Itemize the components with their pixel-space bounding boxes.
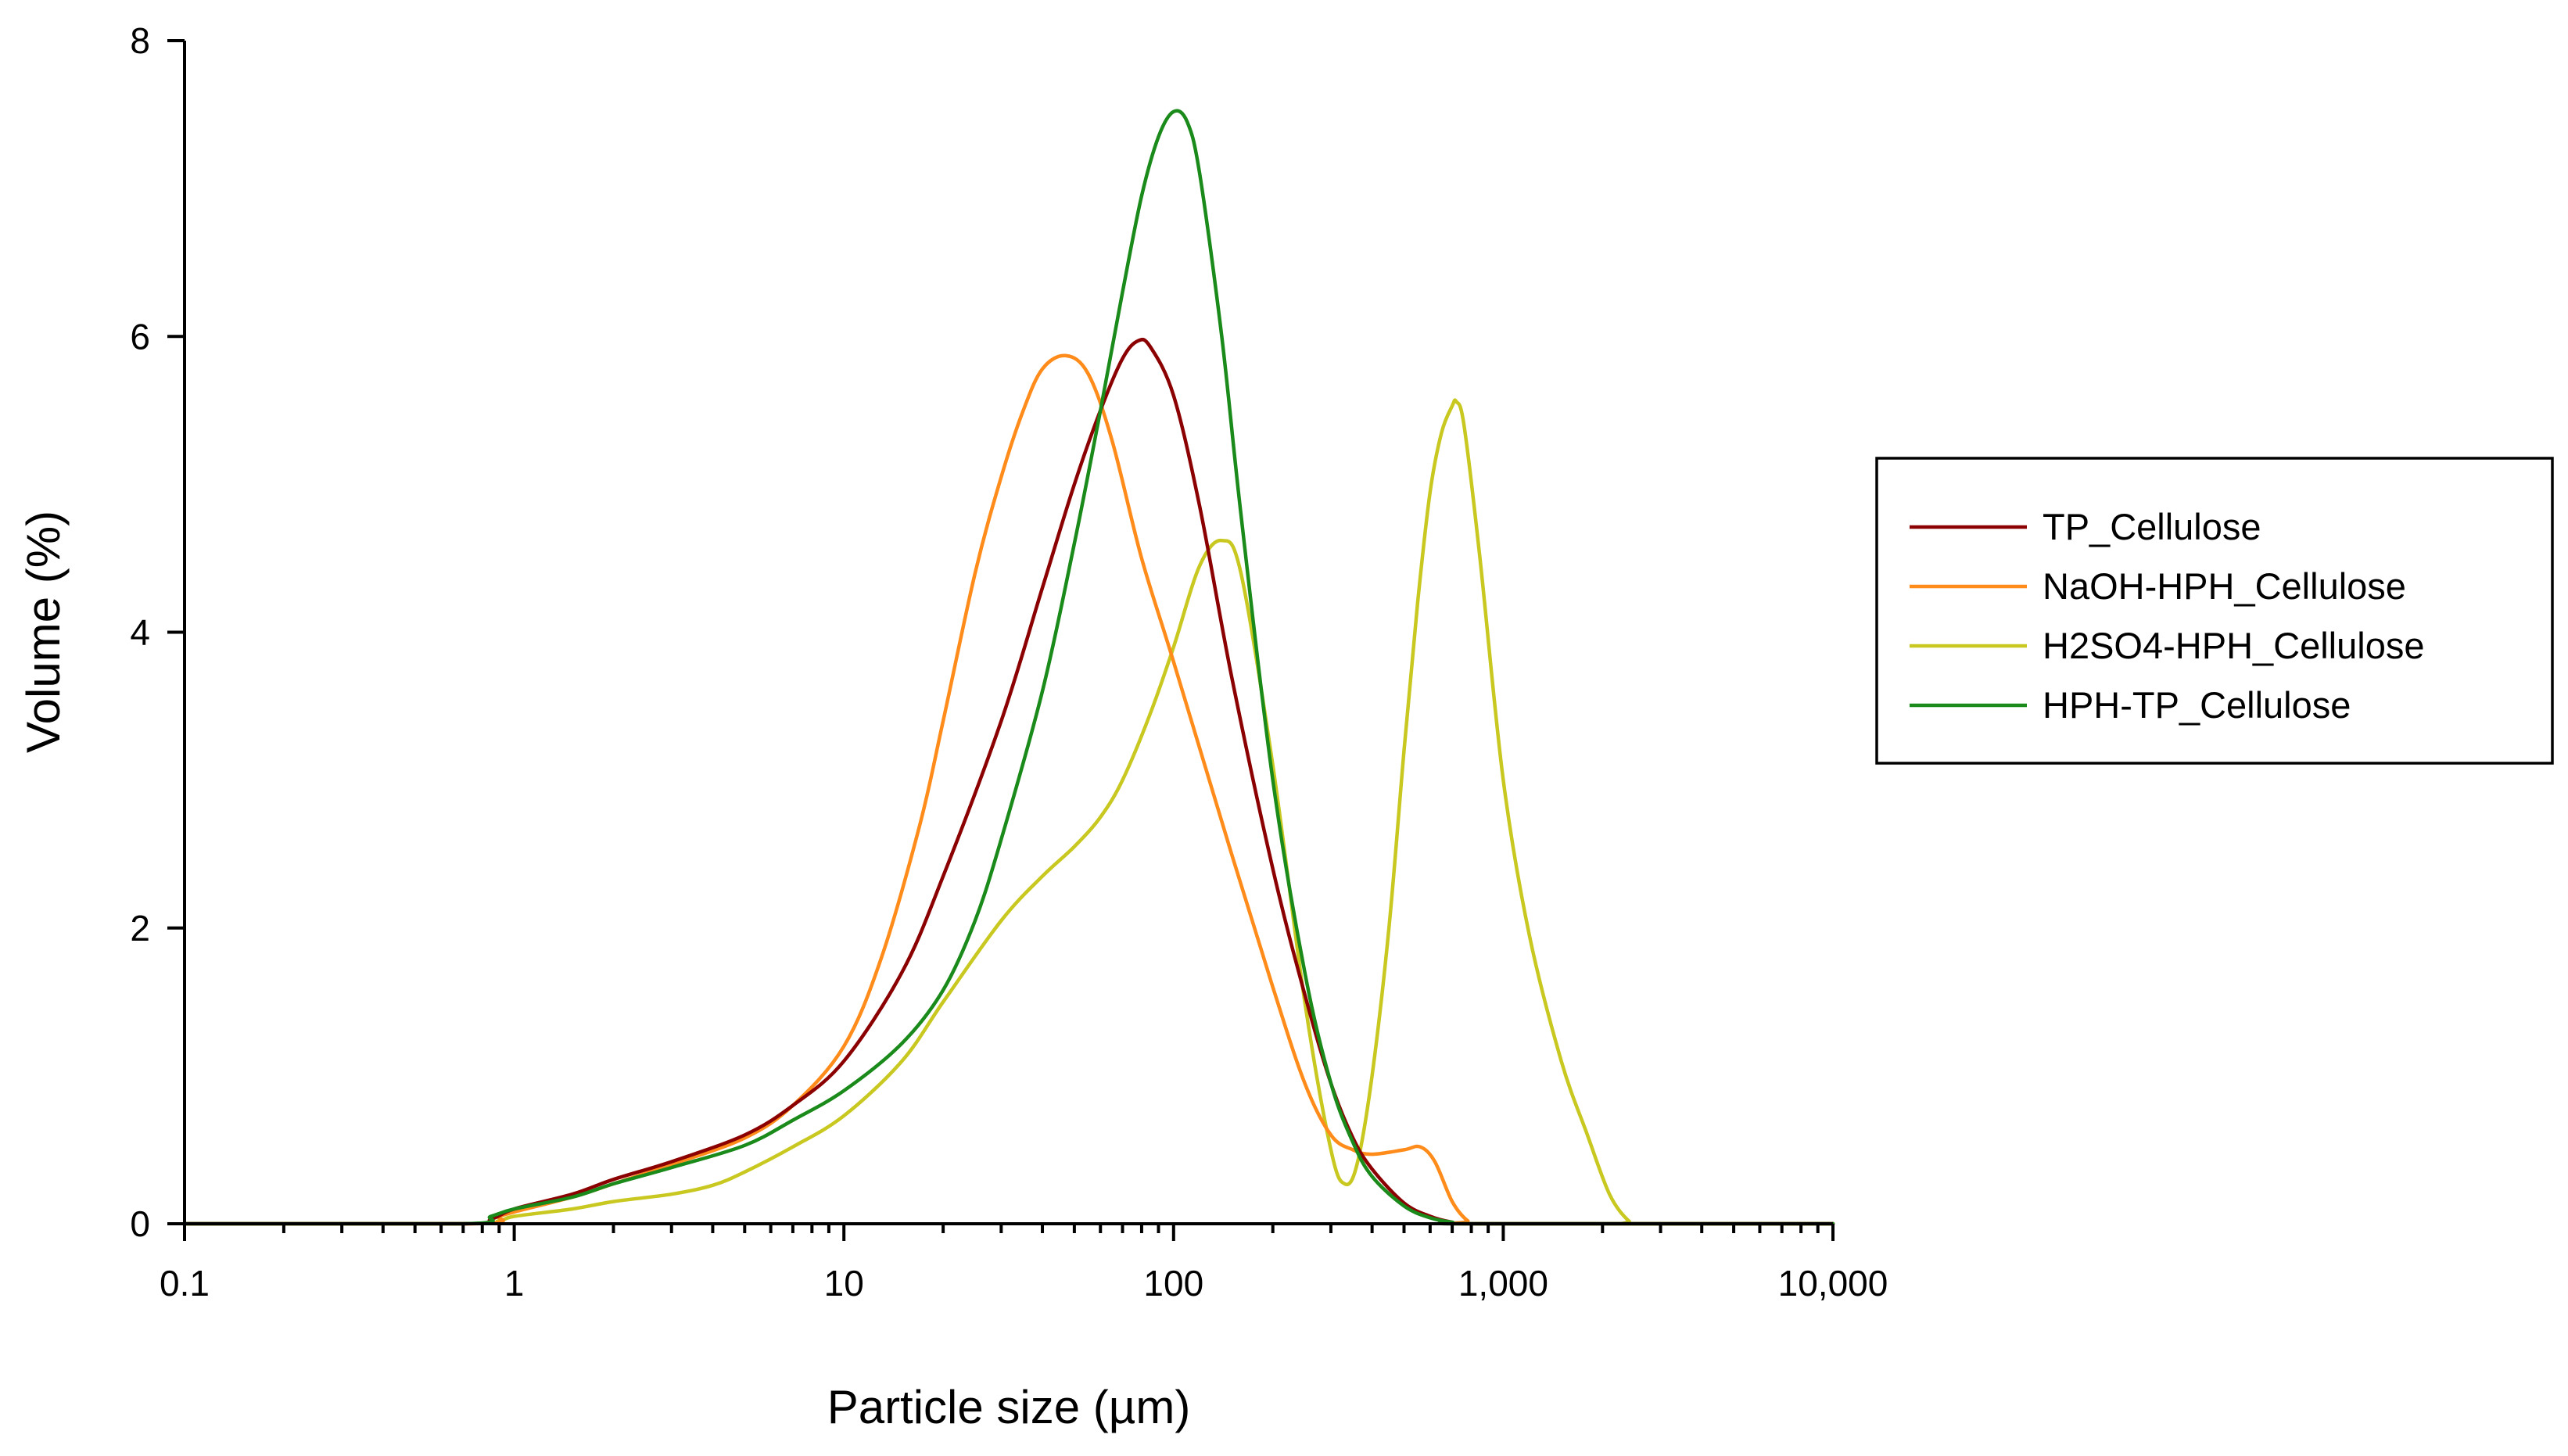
legend-label-h2so4-hph-cellulose: H2SO4-HPH_Cellulose [2043, 625, 2424, 666]
x-tick-label: 0.1 [160, 1263, 210, 1304]
x-tick-label: 100 [1143, 1263, 1203, 1304]
x-axis-label: Particle size (µm) [827, 1381, 1191, 1433]
series-line-tp-cellulose [182, 337, 1835, 1226]
y-axis-label: Volume (%) [17, 511, 70, 753]
y-tick-label: 0 [130, 1203, 150, 1244]
series-line-hph-tp-cellulose [182, 109, 1835, 1226]
legend-box [1875, 457, 2554, 765]
y-tick-label: 2 [130, 908, 150, 949]
legend-label-naoh-hph-cellulose: NaOH-HPH_Cellulose [2043, 565, 2406, 607]
x-tick-label: 1 [504, 1263, 525, 1304]
x-tick-label: 1,000 [1458, 1263, 1548, 1304]
legend: TP_Cellulose NaOH-HPH_Cellulose H2SO4-HPH_… [1875, 457, 2554, 765]
x-axis-ticks: 0.1 1 10 100 1,000 10,000 [160, 1224, 1888, 1304]
plot-area: 0 2 4 6 8 0.1 1 10 100 1,000 10,000 [130, 20, 1888, 1304]
y-tick-label: 8 [130, 20, 150, 61]
series-line-h2so4-hph-cellulose [182, 398, 1835, 1226]
legend-items: TP_Cellulose NaOH-HPH_Cellulose H2SO4-HPH_… [1910, 506, 2424, 726]
y-tick-label: 6 [130, 316, 150, 357]
series-lines [182, 109, 1835, 1226]
y-axis-ticks: 0 2 4 6 8 [130, 20, 185, 1244]
legend-label-tp-cellulose: TP_Cellulose [2043, 506, 2261, 547]
legend-label-hph-tp-cellulose: HPH-TP_Cellulose [2043, 684, 2351, 726]
y-tick-label: 4 [130, 612, 150, 653]
series-line-naoh-hph-cellulose [182, 353, 1835, 1226]
x-tick-label: 10,000 [1778, 1263, 1888, 1304]
x-tick-label: 10 [824, 1263, 864, 1304]
